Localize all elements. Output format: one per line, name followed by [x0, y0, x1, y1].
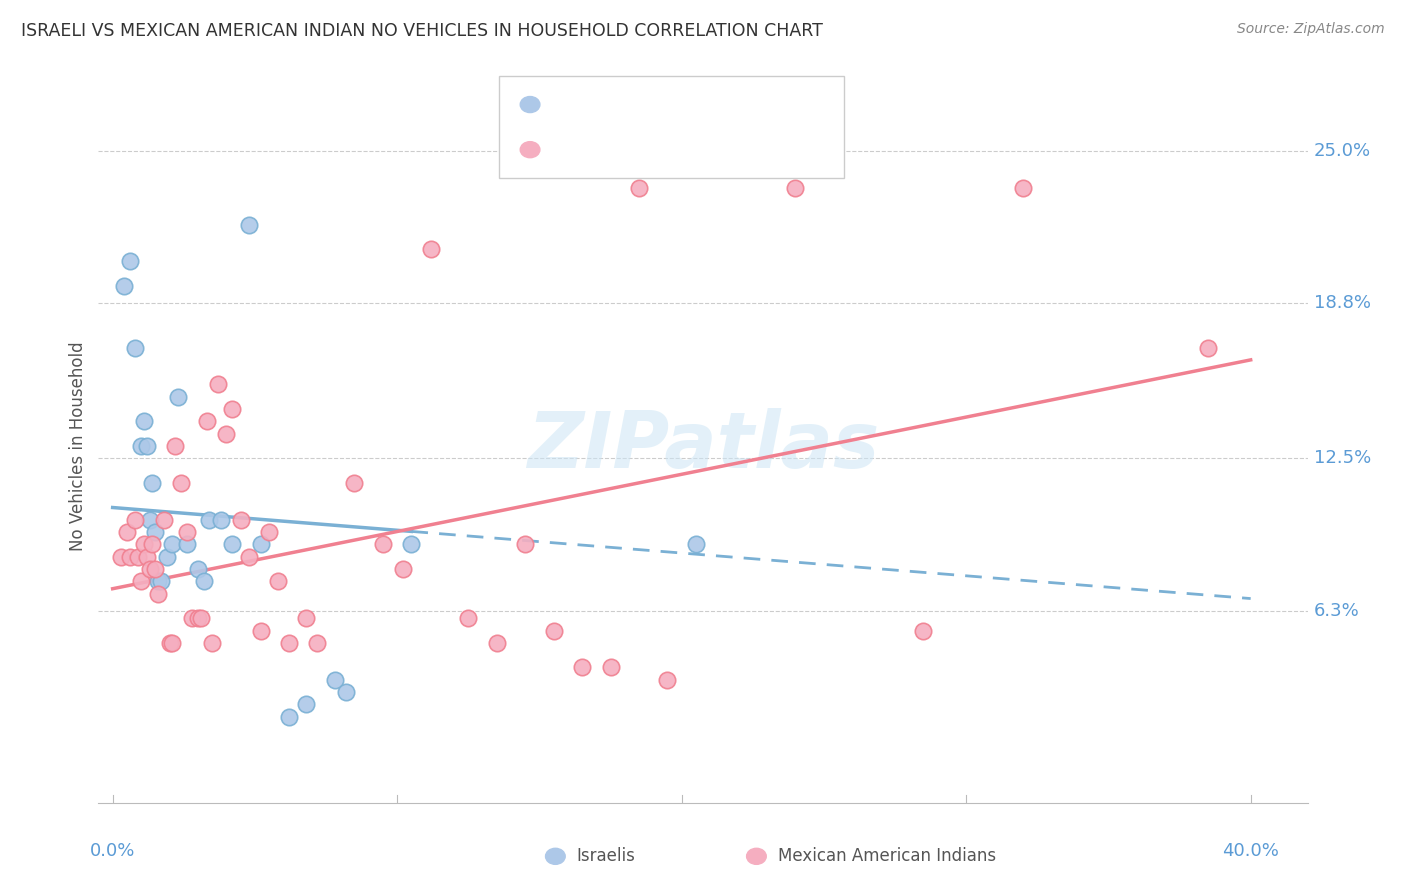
- Text: R = -0.069   N = 29: R = -0.069 N = 29: [555, 95, 745, 113]
- Point: [209, 513, 232, 527]
- Point: [195, 414, 218, 428]
- Point: [190, 611, 212, 625]
- Point: [176, 537, 198, 551]
- Point: [141, 475, 163, 490]
- Point: [181, 611, 204, 625]
- Text: Mexican American Indians: Mexican American Indians: [778, 847, 995, 865]
- Point: [176, 525, 198, 540]
- Point: [335, 685, 357, 699]
- Text: 0.0%: 0.0%: [90, 842, 135, 860]
- Point: [221, 537, 243, 551]
- Point: [193, 574, 215, 589]
- Point: [146, 587, 169, 601]
- Point: [785, 180, 807, 194]
- Point: [138, 562, 160, 576]
- Point: [146, 574, 169, 589]
- Point: [543, 624, 565, 638]
- Point: [249, 624, 271, 638]
- Point: [112, 279, 135, 293]
- Point: [238, 549, 260, 564]
- Point: [187, 611, 209, 625]
- Point: [124, 513, 146, 527]
- Point: [295, 698, 318, 712]
- Text: 40.0%: 40.0%: [1222, 842, 1279, 860]
- Point: [167, 390, 190, 404]
- Point: [307, 636, 329, 650]
- Point: [150, 574, 173, 589]
- Point: [135, 439, 157, 453]
- Text: ISRAELI VS MEXICAN AMERICAN INDIAN NO VEHICLES IN HOUSEHOLD CORRELATION CHART: ISRAELI VS MEXICAN AMERICAN INDIAN NO VE…: [21, 22, 823, 40]
- Point: [343, 475, 366, 490]
- Point: [485, 636, 508, 650]
- Point: [138, 513, 160, 527]
- Point: [198, 513, 221, 527]
- Point: [118, 254, 141, 268]
- Point: [912, 624, 935, 638]
- Point: [257, 525, 280, 540]
- Point: [162, 636, 184, 650]
- Point: [599, 660, 621, 674]
- Point: [153, 513, 176, 527]
- Point: [685, 537, 707, 551]
- Point: [1197, 341, 1219, 355]
- Point: [110, 549, 132, 564]
- Text: R =  0.292   N = 52: R = 0.292 N = 52: [555, 141, 745, 159]
- Point: [249, 537, 271, 551]
- Text: Source: ZipAtlas.com: Source: ZipAtlas.com: [1237, 22, 1385, 37]
- Point: [201, 636, 224, 650]
- Point: [187, 562, 209, 576]
- Point: [457, 611, 479, 625]
- Point: [127, 549, 149, 564]
- Point: [115, 525, 138, 540]
- Point: [143, 562, 166, 576]
- Text: Israelis: Israelis: [576, 847, 636, 865]
- Point: [129, 439, 152, 453]
- Point: [401, 537, 423, 551]
- Point: [420, 242, 443, 256]
- Text: 6.3%: 6.3%: [1313, 602, 1360, 620]
- Point: [207, 377, 229, 392]
- Text: 12.5%: 12.5%: [1313, 450, 1371, 467]
- Point: [238, 218, 260, 232]
- Point: [215, 426, 238, 441]
- Text: 25.0%: 25.0%: [1313, 142, 1371, 160]
- Point: [124, 341, 146, 355]
- Point: [295, 611, 318, 625]
- Point: [392, 562, 415, 576]
- Point: [278, 709, 301, 723]
- Point: [170, 475, 193, 490]
- Point: [278, 636, 301, 650]
- Point: [132, 537, 155, 551]
- Point: [229, 513, 252, 527]
- Y-axis label: No Vehicles in Household: No Vehicles in Household: [69, 341, 87, 551]
- Point: [129, 574, 152, 589]
- Text: 18.8%: 18.8%: [1313, 294, 1371, 312]
- Point: [135, 549, 157, 564]
- Point: [165, 439, 187, 453]
- Point: [156, 549, 179, 564]
- Point: [515, 537, 537, 551]
- Point: [627, 180, 650, 194]
- Point: [143, 525, 166, 540]
- Text: ZIPatlas: ZIPatlas: [527, 408, 879, 484]
- Point: [132, 414, 155, 428]
- Point: [141, 537, 163, 551]
- Point: [118, 549, 141, 564]
- Point: [323, 673, 346, 687]
- Point: [571, 660, 593, 674]
- Point: [266, 574, 288, 589]
- Point: [162, 537, 184, 551]
- Point: [159, 636, 181, 650]
- Point: [1012, 180, 1035, 194]
- Point: [371, 537, 394, 551]
- Point: [657, 673, 679, 687]
- Point: [221, 402, 243, 417]
